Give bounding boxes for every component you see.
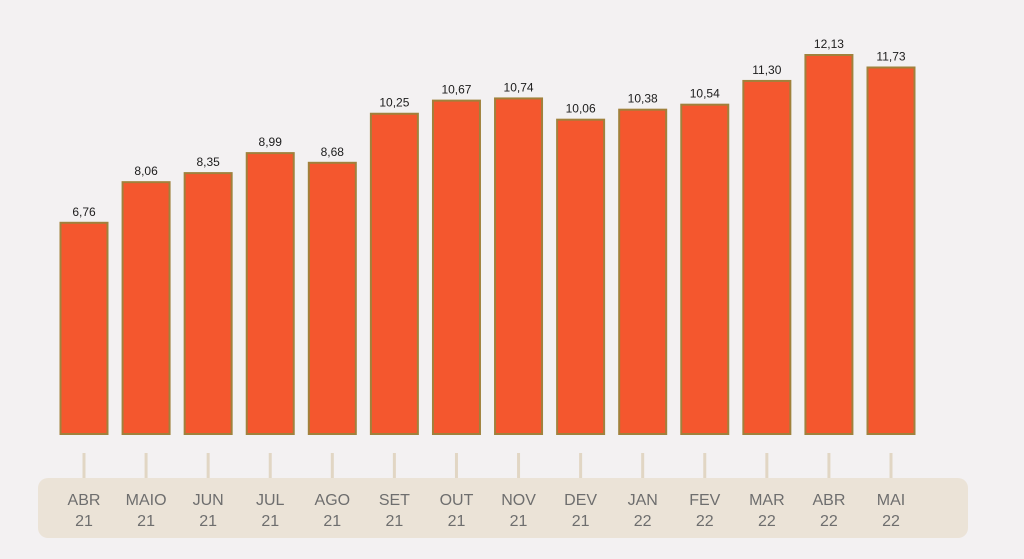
category-month-label: MAI: [877, 492, 905, 509]
bar-nov-21: [494, 97, 544, 436]
axis-tick: [268, 453, 272, 478]
data-label: 10,74: [504, 80, 534, 94]
category-year-label: 21: [572, 513, 590, 530]
category-month-label: JUN: [193, 492, 224, 509]
bar-mar-22: [742, 79, 792, 435]
data-label: 10,67: [441, 83, 471, 97]
data-label: 8,68: [321, 145, 345, 159]
bar-jul-21: [245, 152, 295, 435]
axis-tick: [641, 453, 645, 478]
data-label: 6,76: [72, 205, 96, 219]
category-month-label: MAIO: [126, 492, 167, 509]
category-year-label: 21: [510, 513, 528, 530]
data-label: 10,38: [628, 92, 658, 106]
axis-tick: [454, 453, 458, 478]
data-label: 8,99: [259, 135, 283, 149]
category-year-label: 22: [882, 513, 900, 530]
category-month-label: SET: [379, 492, 410, 509]
bar-ago-21: [307, 161, 357, 435]
axis-tick: [765, 453, 769, 478]
axis-tick: [392, 453, 396, 478]
category-year-label: 21: [323, 513, 341, 530]
category-year-label: 21: [448, 513, 466, 530]
bar-set-21: [369, 112, 419, 435]
category-year-label: 21: [261, 513, 279, 530]
bar-mai-22: [866, 66, 916, 436]
category-year-label: 21: [199, 513, 217, 530]
axis-tick: [889, 453, 893, 478]
bar-dev-21: [556, 118, 606, 435]
data-label: 12,13: [814, 37, 844, 51]
category-axis-band: [38, 478, 968, 538]
data-label: 8,35: [196, 155, 220, 169]
bar-abr-22: [804, 54, 854, 435]
category-month-label: JUL: [256, 492, 285, 509]
category-month-label: FEV: [689, 492, 720, 509]
category-month-label: MAR: [749, 492, 785, 509]
category-month-label: OUT: [440, 492, 474, 509]
bar-abr-21: [59, 221, 109, 435]
axis-tick: [579, 453, 583, 478]
category-month-label: ABR: [68, 492, 101, 509]
category-month-label: JAN: [628, 492, 658, 509]
axis-tick: [517, 453, 521, 478]
bar-maio-21: [121, 181, 171, 435]
category-year-label: 22: [634, 513, 652, 530]
category-year-label: 22: [696, 513, 714, 530]
axis-tick: [206, 453, 210, 478]
data-label: 10,54: [690, 87, 720, 101]
data-label: 10,06: [566, 102, 596, 116]
bar-jan-22: [618, 108, 668, 435]
category-year-label: 22: [820, 513, 838, 530]
data-label: 8,06: [134, 164, 158, 178]
axis-tick: [330, 453, 334, 478]
axis-tick: [82, 453, 86, 478]
category-month-label: DEV: [564, 492, 597, 509]
category-year-label: 21: [385, 513, 403, 530]
data-label: 11,73: [876, 49, 905, 63]
category-year-label: 22: [758, 513, 776, 530]
category-year-label: 21: [137, 513, 155, 530]
category-month-label: ABR: [812, 492, 845, 509]
axis-tick: [144, 453, 148, 478]
axis-tick: [827, 453, 831, 478]
bar-jun-21: [183, 172, 233, 435]
bar-out-21: [431, 99, 481, 436]
axis-tick: [703, 453, 707, 478]
bar-fev-22: [680, 103, 730, 435]
category-month-label: AGO: [315, 492, 351, 509]
category-month-label: NOV: [501, 492, 536, 509]
data-label: 11,30: [752, 63, 781, 77]
data-label: 10,25: [379, 96, 409, 110]
category-year-label: 21: [75, 513, 93, 530]
